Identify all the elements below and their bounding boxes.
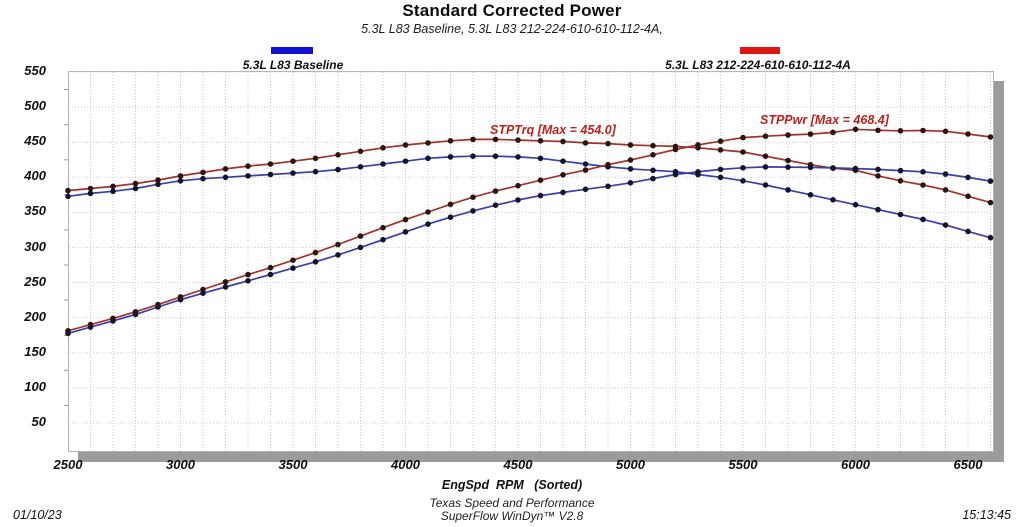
legend-label-baseline: 5.3L L83 Baseline (242, 58, 344, 72)
legend-label-cam: 5.3L L83 212-224-610-610-112-4A (665, 58, 851, 72)
x-tick-label: 6500 (953, 457, 983, 472)
x-tick-label: 5500 (728, 457, 758, 472)
y-tick-label: 150 (24, 343, 46, 359)
chart-title: Standard Corrected Power (402, 1, 622, 20)
y-tick-label: 500 (24, 98, 46, 114)
series-line-3 (67, 128, 991, 332)
series-line-2 (67, 138, 991, 204)
y-tick-label: 300 (24, 238, 46, 254)
y-tick-label: 400 (24, 168, 46, 184)
y-tick-label: 200 (24, 308, 46, 324)
footer-date: 01/10/23 (13, 508, 62, 522)
series-dots-2 (65, 136, 994, 206)
annotation-torque-max: STPTrq [Max = 454.0] (490, 123, 616, 137)
x-tick-label: 6000 (841, 457, 870, 472)
series-line-1 (67, 166, 991, 335)
x-tick-label: 5000 (616, 457, 645, 472)
plot-area (64, 71, 994, 452)
legend-swatch-baseline (271, 47, 313, 54)
x-axis-label: EngSpd RPM (Sorted) (441, 478, 583, 492)
plot-canvas (64, 71, 994, 451)
chart-subtitle: 5.3L L83 Baseline, 5.3L L83 212-224-610-… (361, 22, 663, 36)
series-dots-3 (65, 126, 994, 334)
series-dots-1 (65, 164, 994, 337)
x-tick-label: 3500 (278, 457, 308, 472)
y-tick-label: 100 (24, 378, 46, 394)
series-line-0 (67, 155, 991, 239)
gridlines (69, 71, 993, 451)
x-tick-label: 4500 (503, 457, 533, 472)
annotation-power-max: STPPwr [Max = 468.4] (760, 113, 889, 127)
footer-org-line: Texas Speed and Performance (429, 496, 595, 510)
x-tick-label: 4000 (391, 457, 420, 472)
y-minor-ticks (64, 89, 68, 406)
y-tick-label: 250 (24, 273, 46, 289)
series-dots-0 (65, 153, 994, 241)
footer-time: 15:13:45 (962, 508, 1011, 522)
y-tick-label: 450 (24, 133, 46, 149)
x-tick-label: 2500 (53, 457, 83, 472)
x-tick-label: 3000 (166, 457, 195, 472)
y-tick-label: 550 (24, 63, 46, 78)
y-tick-label: 50 (31, 414, 46, 429)
footer-app-line: SuperFlow WinDyn™ V2.8 (440, 509, 584, 523)
y-tick-label: 350 (24, 203, 46, 219)
legend-swatch-cam (740, 47, 780, 54)
